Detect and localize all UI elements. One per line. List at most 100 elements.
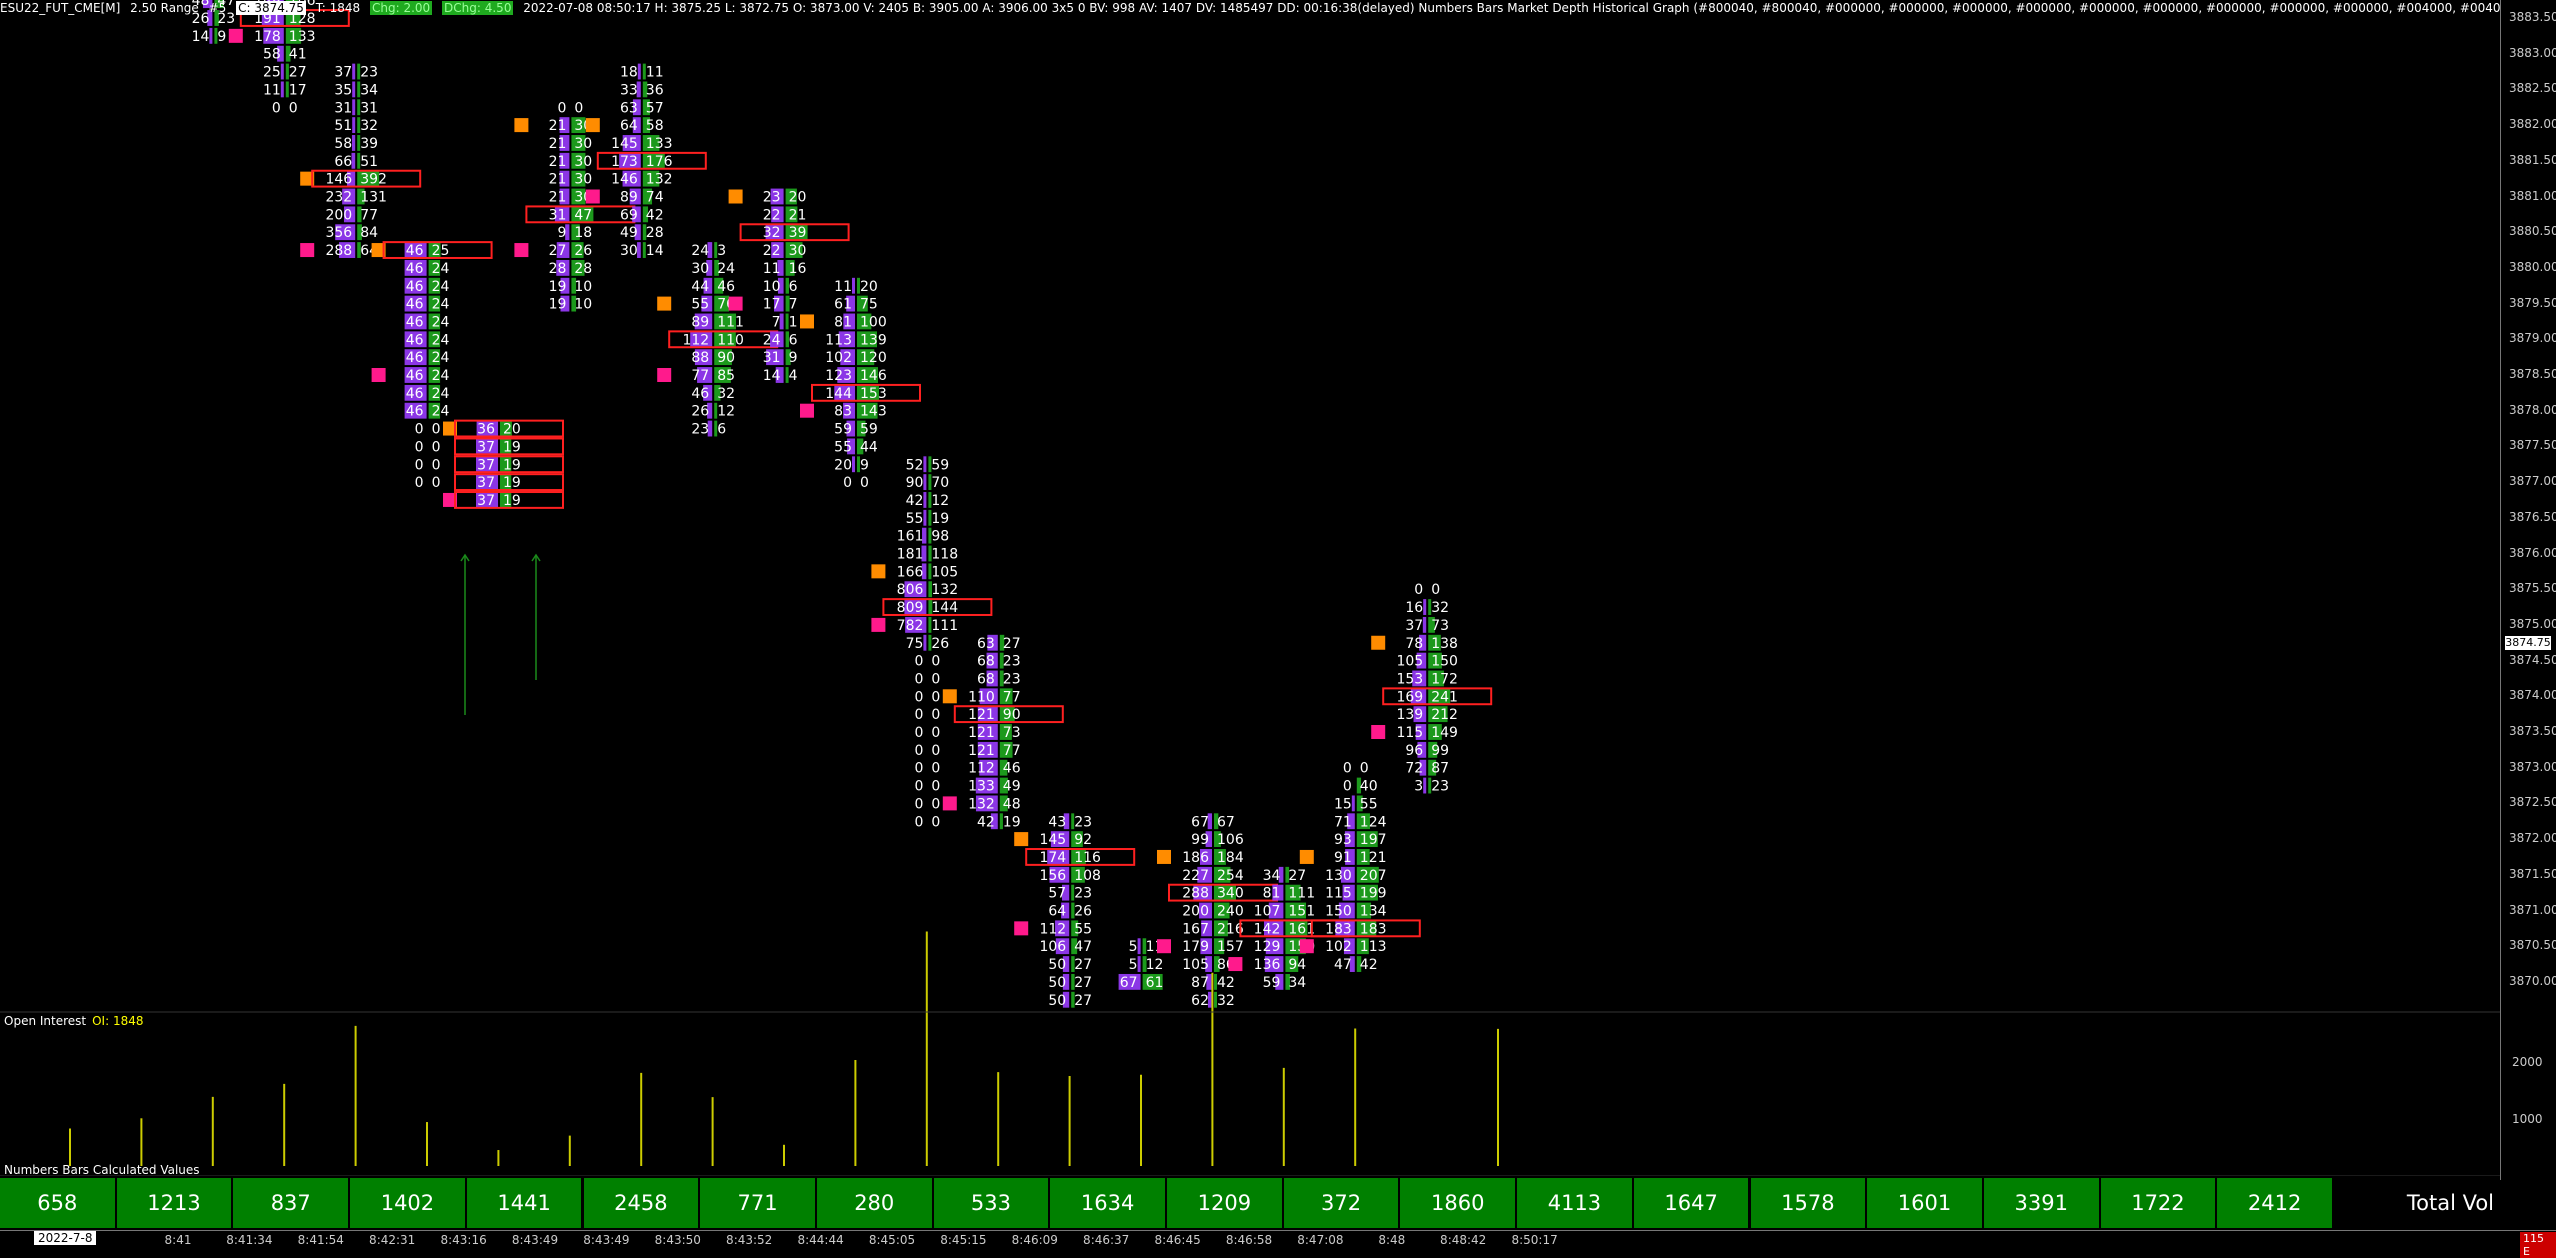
ask-value: 21 — [789, 207, 807, 223]
bid-value: 782 — [897, 618, 924, 634]
bid-volume-bar — [1264, 956, 1284, 972]
ask-volume-bar — [785, 259, 795, 276]
bid-value: 0 — [1343, 779, 1352, 795]
ask-volume-bar — [857, 384, 879, 401]
bid-value: 21 — [549, 172, 567, 188]
ask-volume-bar — [1071, 849, 1086, 865]
bid-volume-bar — [846, 295, 855, 312]
bid-volume-bar — [622, 135, 641, 151]
bid-value: 43 — [1048, 814, 1066, 830]
poc-box — [454, 473, 564, 492]
high-marker — [1014, 832, 1029, 847]
time-label: 8:46:09 — [1011, 1233, 1058, 1247]
symbol[interactable]: ESU22_FUT_CME[M] — [0, 1, 121, 15]
ask-volume-bar — [214, 0, 224, 9]
bid-volume-bar — [707, 242, 713, 258]
bid-volume-bar — [977, 706, 998, 723]
bid-volume-bar — [923, 456, 927, 473]
bid-volume-bar — [838, 331, 855, 348]
bid-value: 50 — [1048, 993, 1066, 1009]
ask-value: 12 — [717, 404, 735, 420]
time-label: 8:43:16 — [440, 1233, 487, 1247]
indicator-label: Numbers Bars Calculated Values — [4, 1163, 200, 1177]
high-marker — [371, 243, 386, 258]
ask-volume-bar — [785, 295, 790, 312]
ask-volume-bar — [428, 367, 441, 383]
bid-value: 106 — [1039, 939, 1066, 955]
ask-value: 59 — [931, 457, 949, 473]
bid-volume-bar — [1205, 956, 1212, 972]
bid-value: 0 — [415, 439, 424, 455]
price-axis[interactable]: 3883.50 3883.00 3882.50 3882.00 3881.50 3881.… — [2500, 0, 2556, 1180]
ask-volume-bar — [928, 563, 932, 580]
bid-value: 63 — [620, 100, 638, 116]
ask-value: 20 — [503, 422, 521, 438]
bid-volume-bar — [986, 670, 998, 687]
bid-value: 46 — [406, 314, 424, 330]
ask-volume-bar — [785, 224, 808, 241]
bid-value: 123 — [825, 368, 852, 384]
bid-volume-bar — [1345, 849, 1355, 865]
total-volume-cell: 372 — [1283, 1178, 1401, 1228]
ask-volume-bar — [714, 349, 732, 366]
bid-volume-bar — [775, 367, 784, 383]
ask-value: 124 — [1360, 814, 1387, 830]
bid-value: 112 — [968, 761, 995, 777]
bid-value: 23 — [763, 190, 781, 206]
bid-value: 30 — [620, 243, 638, 259]
bid-value: 110 — [968, 689, 995, 705]
ask-value: 6 — [789, 279, 798, 295]
ask-value: 132 — [931, 582, 958, 598]
high-marker — [1157, 849, 1171, 864]
bid-volume-bar — [986, 652, 998, 669]
ask-volume-bar — [1214, 849, 1226, 865]
ask-value: 0 — [931, 796, 940, 812]
ask-value: 23 — [1431, 779, 1449, 795]
ask-volume-bar — [571, 188, 586, 205]
open-interest-value: OI: 1848 — [92, 1014, 144, 1028]
ask-value: 0 — [931, 814, 940, 830]
time-label: 8:48:42 — [1440, 1233, 1487, 1247]
bid-volume-bar — [560, 277, 570, 294]
bid-value: 136 — [1254, 957, 1281, 973]
ask-value: 6 — [789, 332, 798, 348]
time-label: 8:42:31 — [369, 1233, 416, 1247]
footprint-chart[interactable]: 7236252363112100786345404847262314910132… — [0, 0, 2500, 1176]
price-label: 3875.50 — [2509, 581, 2556, 596]
bid-value: 183 — [1325, 921, 1352, 937]
bid-volume-bar — [476, 492, 498, 508]
bid-volume-bar — [977, 741, 998, 758]
bid-volume-bar — [923, 634, 927, 651]
bid-volume-bar — [1049, 866, 1070, 883]
bid-value: 0 — [914, 814, 923, 830]
bid-volume-bar — [840, 349, 855, 366]
bid-volume-bar — [1272, 884, 1284, 901]
bid-value: 15 — [1334, 796, 1352, 812]
ask-value: 34 — [360, 82, 378, 98]
ask-volume-bar — [999, 759, 1008, 776]
bid-volume-bar — [476, 438, 498, 455]
poc-box — [454, 455, 564, 474]
bid-value: 19 — [549, 297, 567, 313]
ask-value: 32 — [1217, 993, 1235, 1009]
ask-value: 42 — [1217, 975, 1235, 991]
ask-value: 0 — [931, 707, 940, 723]
ask-value: 46 — [1003, 761, 1021, 777]
ask-value: 20 — [789, 190, 807, 206]
ask-volume-bar — [1071, 956, 1075, 972]
ask-value: 77 — [1003, 689, 1021, 705]
bid-volume-bar — [404, 402, 427, 419]
ask-value: 100 — [860, 314, 887, 330]
ask-value: 121 — [1360, 850, 1387, 866]
ask-volume-bar — [571, 295, 577, 312]
bid-volume-bar — [766, 349, 784, 366]
ask-volume-bar — [1356, 920, 1377, 937]
time-label: 8:46:37 — [1083, 1233, 1130, 1247]
ask-volume-bar — [285, 27, 302, 44]
bid-value: 46 — [406, 332, 424, 348]
bid-value: 81 — [1263, 886, 1281, 902]
ask-value: 176 — [646, 154, 673, 170]
ask-value: 49 — [1003, 779, 1021, 795]
ask-value: 46 — [717, 279, 735, 295]
time-axis[interactable]: 8:41 8:41:34 8:41:54 8:42:31 8:43:16 8:43:49 8… — [0, 1230, 2556, 1249]
